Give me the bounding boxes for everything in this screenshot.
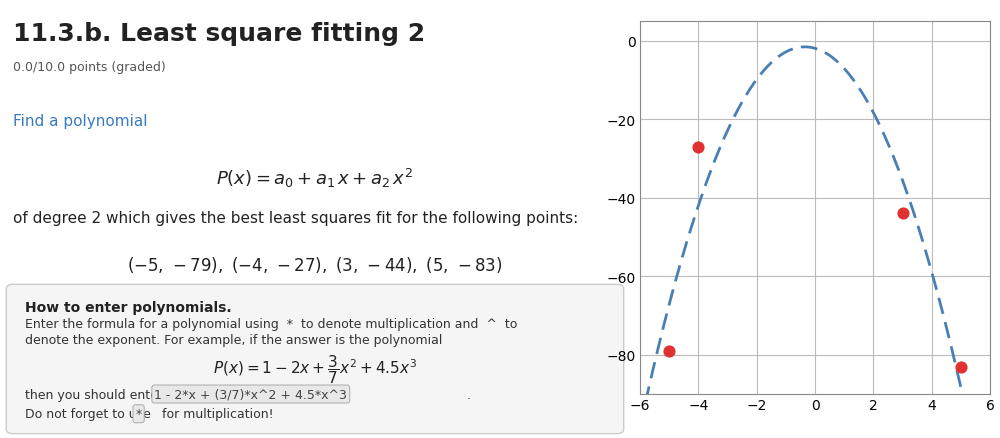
Text: denote the exponent. For example, if the answer is the polynomial: denote the exponent. For example, if the… [25,333,443,346]
Text: Enter the formula for a polynomial using  *  to denote multiplication and  ^  to: Enter the formula for a polynomial using… [25,318,518,331]
Text: Find a polynomial: Find a polynomial [13,114,147,129]
Text: .: . [463,388,471,401]
Text: $P\left(x\right) = 1 - 2x + \dfrac{3}{7}x^2 + 4.5x^3$: $P\left(x\right) = 1 - 2x + \dfrac{3}{7}… [213,353,417,385]
Text: for multiplication!: for multiplication! [154,407,274,420]
Point [953,363,969,370]
FancyBboxPatch shape [6,285,624,434]
Text: How to enter polynomials.: How to enter polynomials. [25,300,232,314]
Text: then you should enter: then you should enter [25,388,171,401]
Text: *: * [135,407,142,420]
Text: Do not forget to use: Do not forget to use [25,407,159,420]
Text: $P\left(x\right) = a_0 + a_1\,x + a_2\,x^2$: $P\left(x\right) = a_0 + a_1\,x + a_2\,x… [216,166,414,190]
Text: of degree 2 which gives the best least squares fit for the following points:: of degree 2 which gives the best least s… [13,210,578,225]
Text: $\left(-5,\,-79\right),\ \left(-4,\,-27\right),\ \left(3,\,-44\right),\ \left(5,: $\left(-5,\,-79\right),\ \left(-4,\,-27\… [127,254,503,274]
Point [690,144,706,151]
Point [894,210,910,217]
Point [661,348,677,355]
Text: 0.0/10.0 points (graded): 0.0/10.0 points (graded) [13,61,165,74]
Text: 1 - 2*x + (3/7)*x^2 + 4.5*x^3: 1 - 2*x + (3/7)*x^2 + 4.5*x^3 [154,388,347,401]
Text: 11.3.b. Least square fitting 2: 11.3.b. Least square fitting 2 [13,22,425,46]
